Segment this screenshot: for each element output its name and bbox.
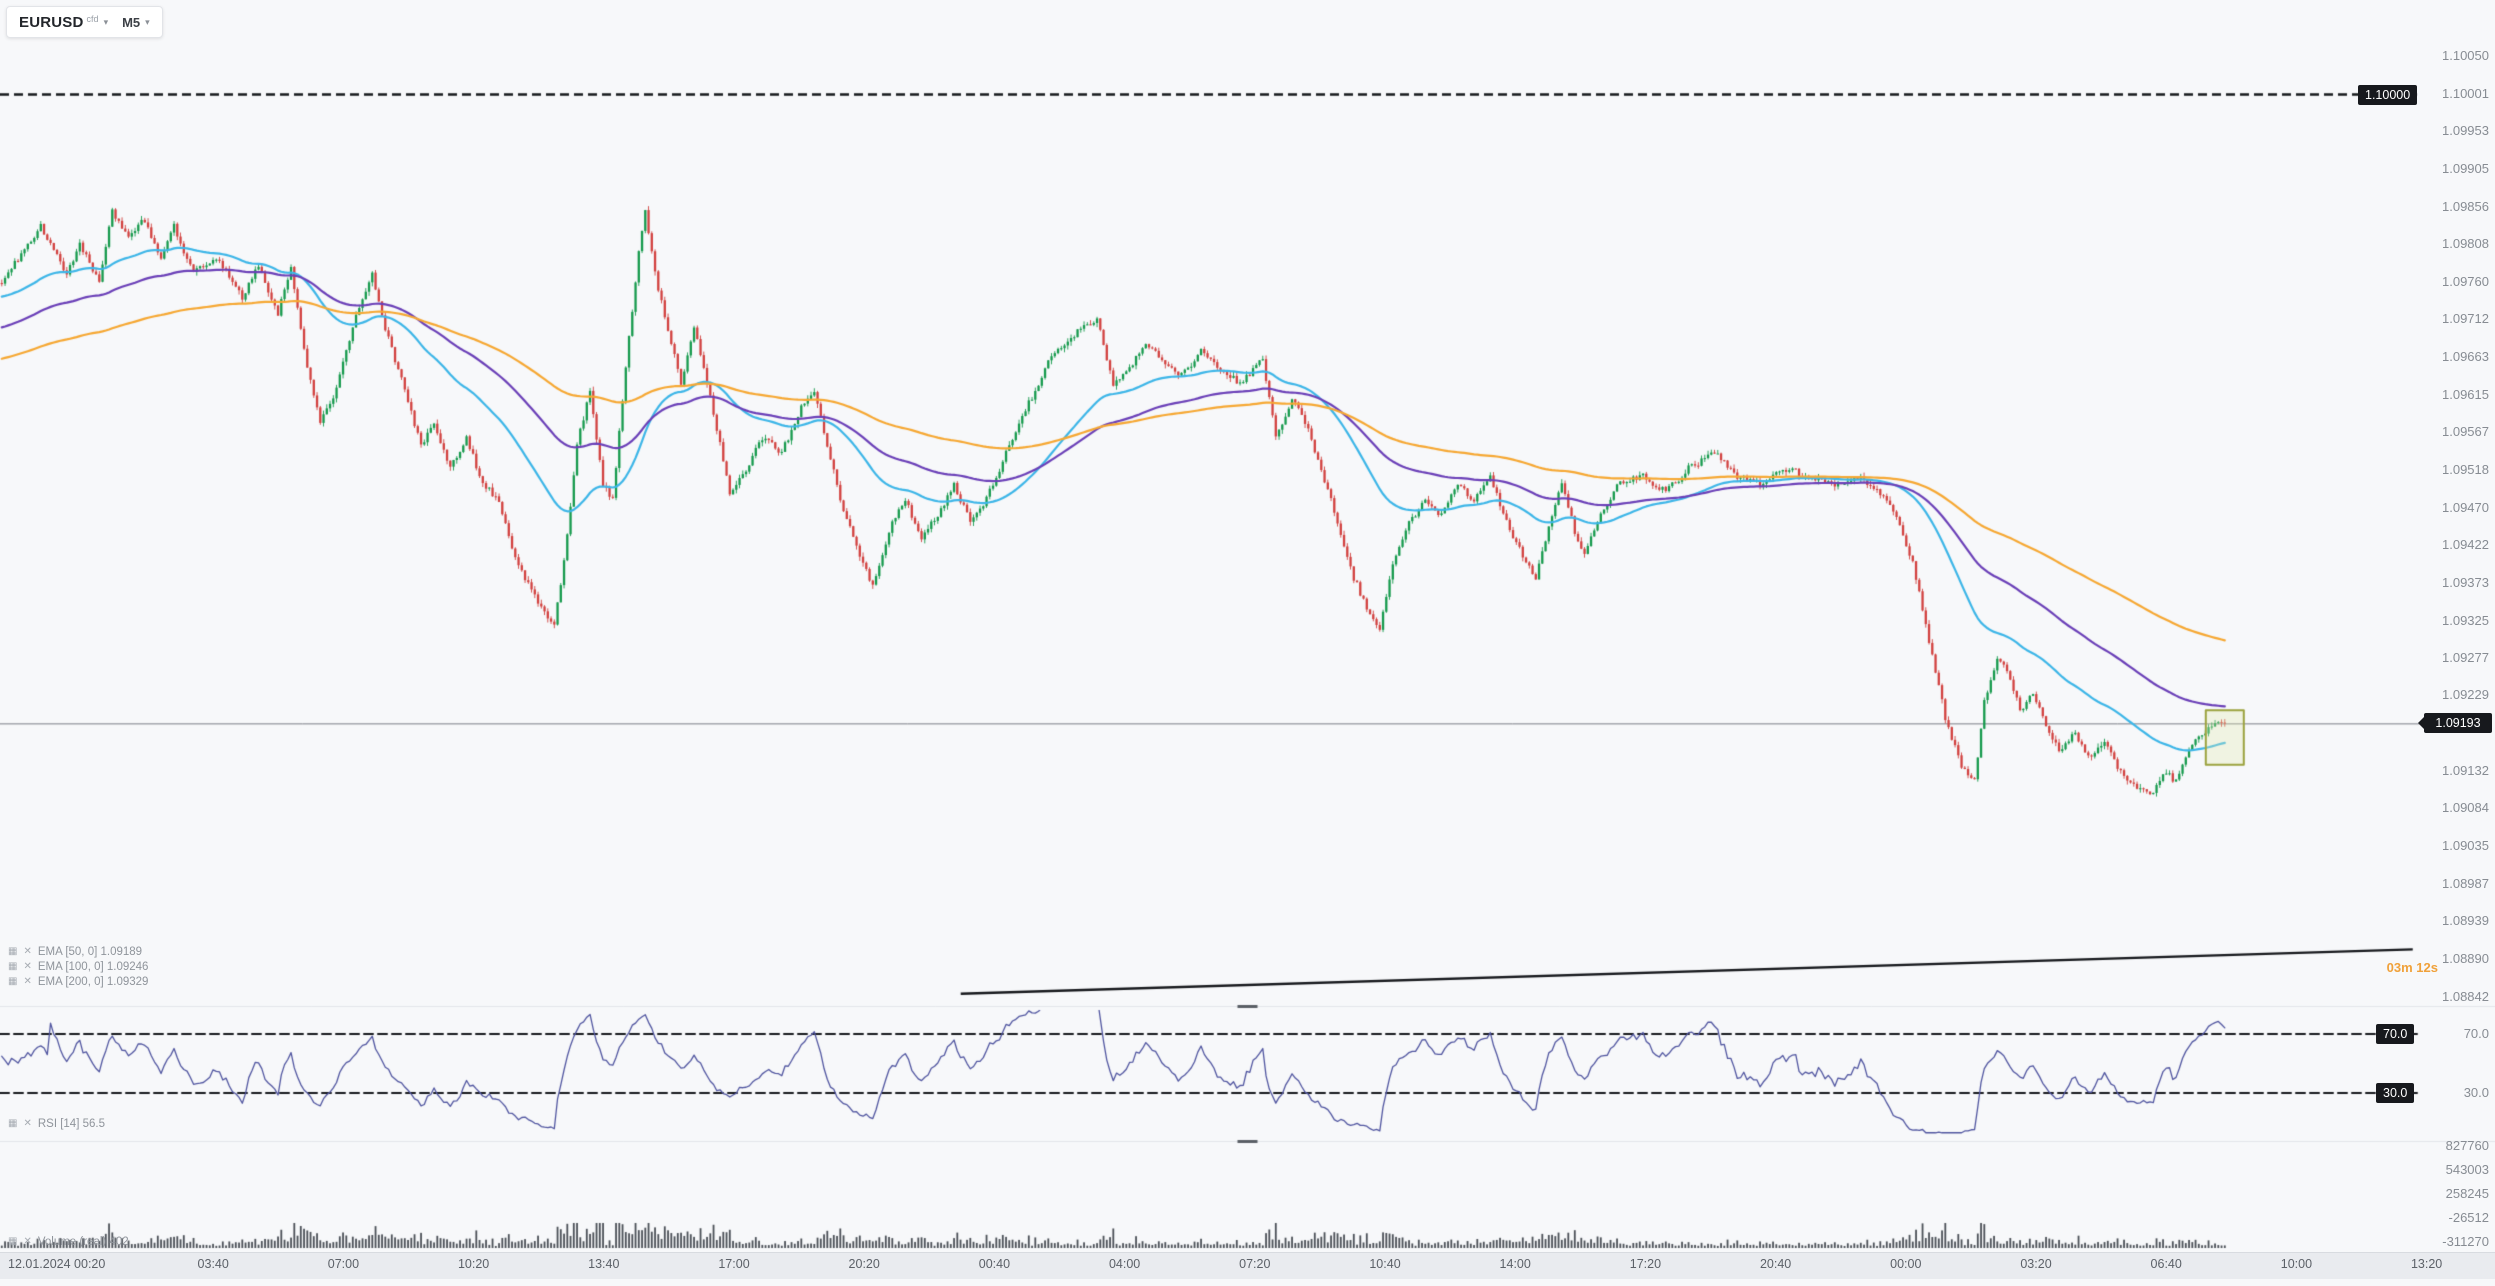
candle-countdown: 03m 12s xyxy=(2386,960,2438,975)
price-axis-label: 1.09712 xyxy=(2442,310,2489,326)
volume-axis-label: -311270 xyxy=(2442,1234,2489,1249)
price-level-tag[interactable]: 1.10000 xyxy=(2358,84,2418,105)
indicator-remove-icon[interactable]: ✕ xyxy=(23,961,32,972)
price-axis-label: 1.09808 xyxy=(2442,236,2489,252)
time-axis-label: 20:40 xyxy=(1759,1257,1792,1271)
time-axis-label: 04:00 xyxy=(1108,1257,1141,1271)
chevron-down-icon: ▾ xyxy=(145,16,150,27)
price-axis-label: 1.09905 xyxy=(2442,160,2489,176)
indicator-chart-icon[interactable]: ▦ xyxy=(8,1118,18,1129)
rsi-legend-row: ▦ ✕ RSI [14] 56.5 xyxy=(8,1118,105,1130)
symbol-type-tag: cfd xyxy=(86,14,99,24)
price-axis-label: 1.09567 xyxy=(2442,423,2489,439)
price-axis-label: 1.09760 xyxy=(2442,273,2489,289)
time-axis-label: 06:40 xyxy=(2150,1257,2182,1271)
volume-axis-label: -26512 xyxy=(2448,1210,2489,1225)
ema100-legend-row: ▦ ✕ EMA [100, 0] 1.09246 xyxy=(8,961,148,973)
indicator-chart-icon[interactable]: ▦ xyxy=(8,961,18,972)
price-axis-label: 1.09229 xyxy=(2442,687,2489,703)
time-axis-label: 07:20 xyxy=(1239,1257,1271,1271)
price-axis-label: 1.10001 xyxy=(2442,85,2489,101)
price-axis-label: 1.08890 xyxy=(2442,951,2489,967)
time-axis-label: 13:40 xyxy=(588,1257,620,1271)
indicator-chart-icon[interactable]: ▦ xyxy=(8,946,18,957)
rsi-axis-label: 70.0 xyxy=(2463,1025,2489,1041)
timeframe-selector[interactable]: M5 ▾ xyxy=(122,15,150,30)
current-price-tag: 1.09193 xyxy=(2418,713,2492,734)
time-axis-label: 10:40 xyxy=(1369,1257,1401,1271)
volume-legend-row: ▦ ✕ Volume (real) 402 xyxy=(8,1236,129,1248)
price-axis-label: 1.09518 xyxy=(2442,462,2489,478)
price-axis-label: 1.08939 xyxy=(2442,913,2489,929)
price-axis-label: 1.09277 xyxy=(2442,649,2489,665)
price-axis-label: 1.09035 xyxy=(2442,838,2489,854)
time-axis-label: 03:20 xyxy=(2020,1257,2052,1271)
price-axis-label: 1.09084 xyxy=(2442,800,2489,816)
time-axis-label: 17:20 xyxy=(1629,1257,1662,1271)
time-axis-label: 14:00 xyxy=(1499,1257,1531,1271)
price-axis-label: 1.09953 xyxy=(2442,123,2489,139)
volume-axis-label: 827760 xyxy=(2445,1138,2489,1153)
price-axis-label: 1.09470 xyxy=(2442,499,2489,515)
price-axis-label: 1.09373 xyxy=(2442,575,2489,591)
price-axis-label: 1.09663 xyxy=(2442,349,2489,365)
chevron-down-icon: ▾ xyxy=(103,16,109,27)
time-axis-label: 17:00 xyxy=(718,1257,750,1271)
time-axis-label: 13:20 xyxy=(2410,1257,2443,1271)
symbol-name: EURUSD xyxy=(19,13,84,31)
rsi-legend-label: RSI [14] 56.5 xyxy=(37,1118,105,1130)
timeframe-label: M5 xyxy=(122,14,141,30)
indicator-remove-icon[interactable]: ✕ xyxy=(23,976,32,987)
price-axis-label: 1.09422 xyxy=(2442,536,2489,552)
volume-axis-label: 258245 xyxy=(2445,1186,2489,1201)
ema100-legend-label: EMA [100, 0] 1.09246 xyxy=(37,961,149,973)
price-axis-label: 1.09132 xyxy=(2442,762,2489,778)
time-axis-label: 10:00 xyxy=(2280,1257,2313,1271)
rsi-axis-label: 30.0 xyxy=(2463,1084,2489,1100)
time-axis-strip xyxy=(0,1252,2495,1279)
ema200-legend-label: EMA [200, 0] 1.09329 xyxy=(37,976,149,988)
symbol-selector[interactable]: EURUSD cfd ▾ xyxy=(19,14,108,31)
time-axis-label: 00:00 xyxy=(1890,1257,1922,1271)
time-axis-label: 20:20 xyxy=(848,1257,880,1271)
indicator-remove-icon[interactable]: ✕ xyxy=(23,946,32,957)
volume-axis-label: 543003 xyxy=(2445,1162,2489,1177)
price-axis-label: 1.08987 xyxy=(2442,875,2489,891)
ema50-legend-label: EMA [50, 0] 1.09189 xyxy=(37,946,143,958)
rsi-lower-band-tag: 30.0 xyxy=(2376,1082,2415,1103)
volume-legend-label: Volume (real) 402 xyxy=(37,1236,129,1248)
indicator-chart-icon[interactable]: ▦ xyxy=(8,1236,18,1247)
price-axis-label: 1.10050 xyxy=(2442,47,2489,63)
price-axis-label: 1.09856 xyxy=(2442,198,2489,214)
symbol-timeframe-selector: EURUSD cfd ▾ M5 ▾ xyxy=(6,6,163,38)
indicator-chart-icon[interactable]: ▦ xyxy=(8,976,18,987)
rsi-upper-band-tag: 70.0 xyxy=(2376,1023,2415,1044)
indicator-remove-icon[interactable]: ✕ xyxy=(23,1236,32,1247)
time-axis-label: 07:00 xyxy=(327,1257,360,1271)
price-axis-label: 1.09615 xyxy=(2442,386,2489,402)
time-axis-label: 12.01.2024 00:20 xyxy=(8,1257,106,1271)
time-axis-label: 00:40 xyxy=(978,1257,1011,1271)
indicator-remove-icon[interactable]: ✕ xyxy=(23,1118,32,1129)
ema200-legend-row: ▦ ✕ EMA [200, 0] 1.09329 xyxy=(8,976,148,988)
price-axis-label: 1.08842 xyxy=(2442,988,2489,1004)
time-axis-label: 10:20 xyxy=(457,1257,490,1271)
time-axis-label: 03:40 xyxy=(197,1257,229,1271)
ema50-legend-row: ▦ ✕ EMA [50, 0] 1.09189 xyxy=(8,946,142,958)
price-axis-label: 1.09325 xyxy=(2442,612,2489,628)
